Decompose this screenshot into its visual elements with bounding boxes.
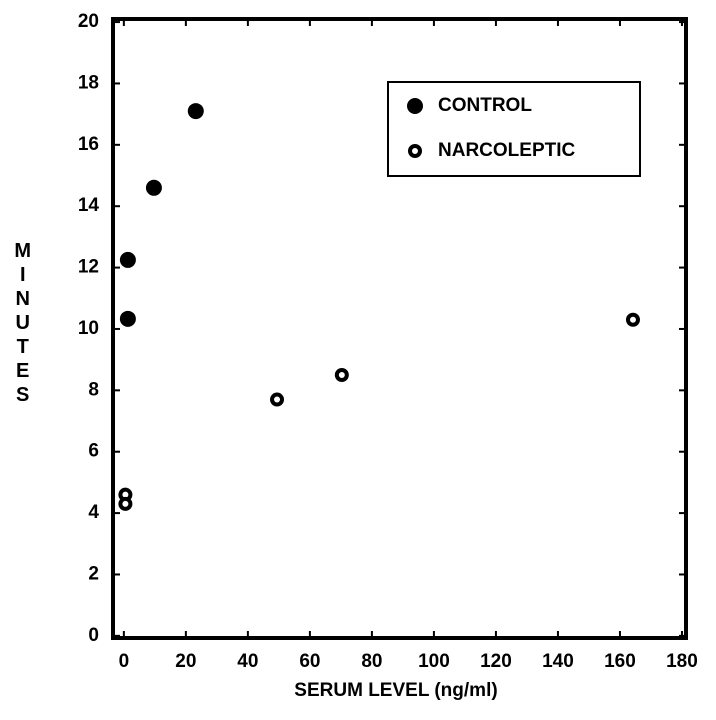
y-tick-label: 20 <box>78 11 99 32</box>
x-tick-label: 40 <box>237 651 258 672</box>
data-point <box>119 251 136 268</box>
data-point <box>625 312 640 327</box>
data-point <box>270 392 285 407</box>
x-tick-label: 160 <box>604 651 636 672</box>
legend-marker <box>408 144 422 158</box>
y-tick-label: 16 <box>78 134 99 155</box>
y-tick-label: 14 <box>78 195 100 216</box>
x-tick-label: 0 <box>119 651 130 672</box>
y-axis-title: MINUTES <box>12 240 34 408</box>
legend-label: NARCOLEPTIC <box>438 140 576 161</box>
x-tick-label: 60 <box>299 651 320 672</box>
y-tick-label: 8 <box>88 379 99 400</box>
y-tick-label: 10 <box>78 318 99 339</box>
y-tick-label: 4 <box>88 502 99 523</box>
x-tick-label: 140 <box>542 651 574 672</box>
legend-box <box>387 81 641 177</box>
x-tick-label: 180 <box>666 651 698 672</box>
x-axis-title: SERUM LEVEL (ng/ml) <box>294 680 497 701</box>
legend-label: CONTROL <box>438 95 532 116</box>
legend-marker <box>407 98 423 114</box>
y-tick-label: 18 <box>78 72 99 93</box>
x-tick-label: 120 <box>480 651 512 672</box>
x-tick-label: 100 <box>418 651 450 672</box>
x-tick-label: 80 <box>361 651 382 672</box>
y-tick-label: 0 <box>88 625 99 646</box>
y-tick-label: 2 <box>88 563 99 584</box>
data-point <box>118 496 133 511</box>
data-point <box>145 179 162 196</box>
y-tick-label: 6 <box>88 441 99 462</box>
x-tick-label: 20 <box>175 651 196 672</box>
data-point <box>187 103 204 120</box>
data-point <box>334 367 349 382</box>
y-tick-label: 12 <box>78 257 99 278</box>
data-point <box>119 310 136 327</box>
